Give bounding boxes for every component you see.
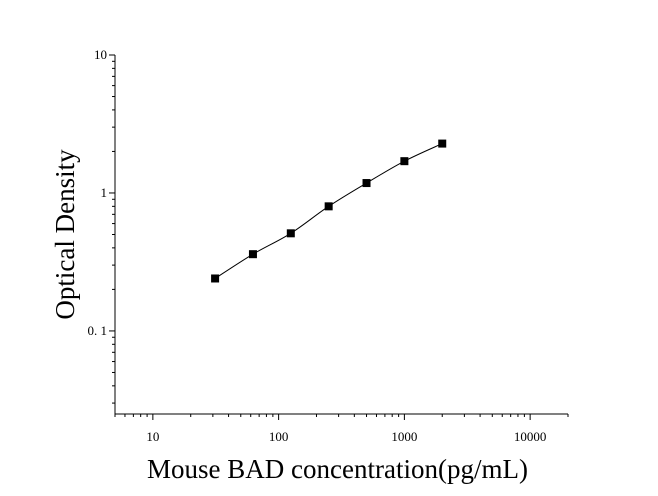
x-axis-title: Mouse BAD concentration(pg/mL): [147, 454, 528, 484]
y-axis-title: Optical Density: [50, 149, 80, 320]
data-point: [362, 179, 371, 188]
data-point: [211, 274, 220, 283]
y-tick-label: 10: [94, 47, 107, 62]
y-tick-label: 1: [101, 185, 108, 200]
data-point: [248, 250, 257, 259]
y-tick-label: 0. 1: [88, 323, 108, 338]
data-point: [286, 229, 295, 238]
x-tick-label: 1000: [391, 429, 417, 444]
data-point: [400, 157, 409, 166]
x-tick-label: 10000: [514, 429, 547, 444]
data-point: [438, 139, 447, 148]
x-tick-label: 100: [269, 429, 289, 444]
x-tick-label: 10: [146, 429, 159, 444]
plot-area: 10 100 1000 10000 0. 1 1 10: [88, 47, 569, 444]
data-point: [324, 202, 333, 211]
